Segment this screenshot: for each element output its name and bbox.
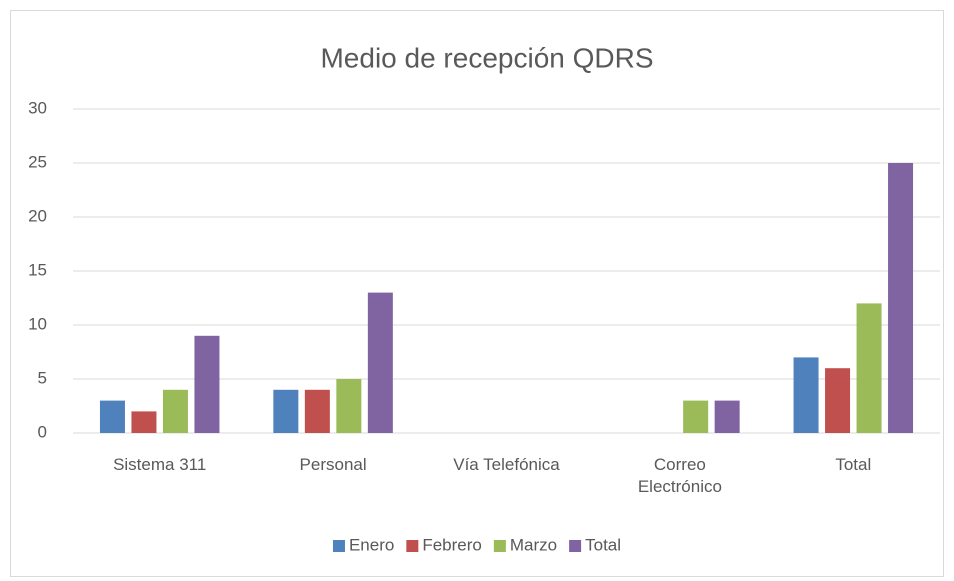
y-tick-label: 5 (38, 368, 47, 387)
y-tick-label: 15 (28, 260, 47, 279)
legend-swatch (406, 540, 419, 552)
x-tick-label: Correo Electrónico (637, 455, 722, 496)
bar (304, 389, 330, 433)
legend-label: Marzo (510, 535, 557, 554)
x-tick-label: Total (835, 455, 872, 474)
legend-label: Febrero (422, 535, 482, 554)
x-tick-label: Sistema 311 (113, 455, 207, 474)
chart-border (10, 10, 944, 577)
bar (99, 400, 125, 433)
legend-swatch (569, 540, 582, 552)
legend-swatch (332, 540, 345, 552)
y-tick-label: 10 (28, 314, 47, 333)
bar (683, 400, 709, 433)
chart-title: Medio de recepción QDRS (320, 42, 653, 73)
bar (856, 303, 882, 433)
bar (131, 411, 157, 433)
bar (825, 368, 851, 433)
y-tick-label: 0 (38, 422, 47, 441)
bar (714, 400, 740, 433)
x-tick-label: Personal (299, 455, 367, 474)
legend-swatch (493, 540, 506, 552)
bar (336, 379, 362, 433)
bar (888, 163, 914, 433)
bar (367, 292, 393, 433)
legend-label: Enero (349, 535, 394, 554)
bar (194, 335, 220, 433)
x-tick-label: Vía Telefónica (453, 455, 560, 474)
y-tick-label: 20 (28, 206, 47, 225)
y-tick-label: 30 (28, 98, 47, 117)
bar (273, 389, 299, 433)
bar (162, 389, 188, 433)
bar (793, 357, 819, 433)
legend-label: Total (585, 535, 621, 554)
y-tick-label: 25 (28, 152, 47, 171)
